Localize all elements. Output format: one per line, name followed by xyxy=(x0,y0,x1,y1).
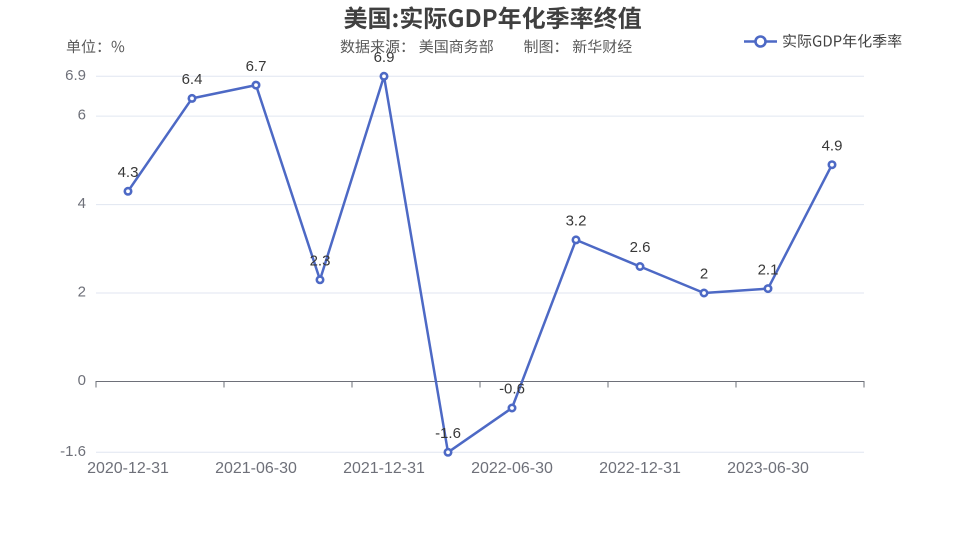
svg-text:2: 2 xyxy=(78,284,86,301)
svg-text:-1.6: -1.6 xyxy=(435,425,461,442)
svg-text:2022-06-30: 2022-06-30 xyxy=(471,460,553,477)
svg-text:2020-12-31: 2020-12-31 xyxy=(87,460,169,477)
svg-text:2021-12-31: 2021-12-31 xyxy=(343,460,425,477)
svg-text:-1.6: -1.6 xyxy=(60,443,86,460)
svg-text:6: 6 xyxy=(78,107,86,124)
svg-text:2: 2 xyxy=(700,266,708,283)
svg-text:0: 0 xyxy=(78,372,86,389)
svg-text:2.1: 2.1 xyxy=(758,261,779,278)
svg-text:3.2: 3.2 xyxy=(566,213,587,230)
svg-text:2022-12-31: 2022-12-31 xyxy=(599,460,681,477)
svg-text:4: 4 xyxy=(78,195,86,212)
svg-text:-0.6: -0.6 xyxy=(499,381,525,398)
svg-text:6.4: 6.4 xyxy=(182,71,203,88)
svg-text:4.9: 4.9 xyxy=(822,137,843,154)
svg-text:2.3: 2.3 xyxy=(310,253,331,270)
svg-text:6.9: 6.9 xyxy=(374,49,395,66)
svg-text:4.3: 4.3 xyxy=(118,164,139,181)
svg-text:6.7: 6.7 xyxy=(246,58,267,75)
svg-text:2.6: 2.6 xyxy=(630,239,651,256)
svg-text:2023-06-30: 2023-06-30 xyxy=(727,460,809,477)
svg-text:6.9: 6.9 xyxy=(65,67,86,84)
svg-text:2021-06-30: 2021-06-30 xyxy=(215,460,297,477)
